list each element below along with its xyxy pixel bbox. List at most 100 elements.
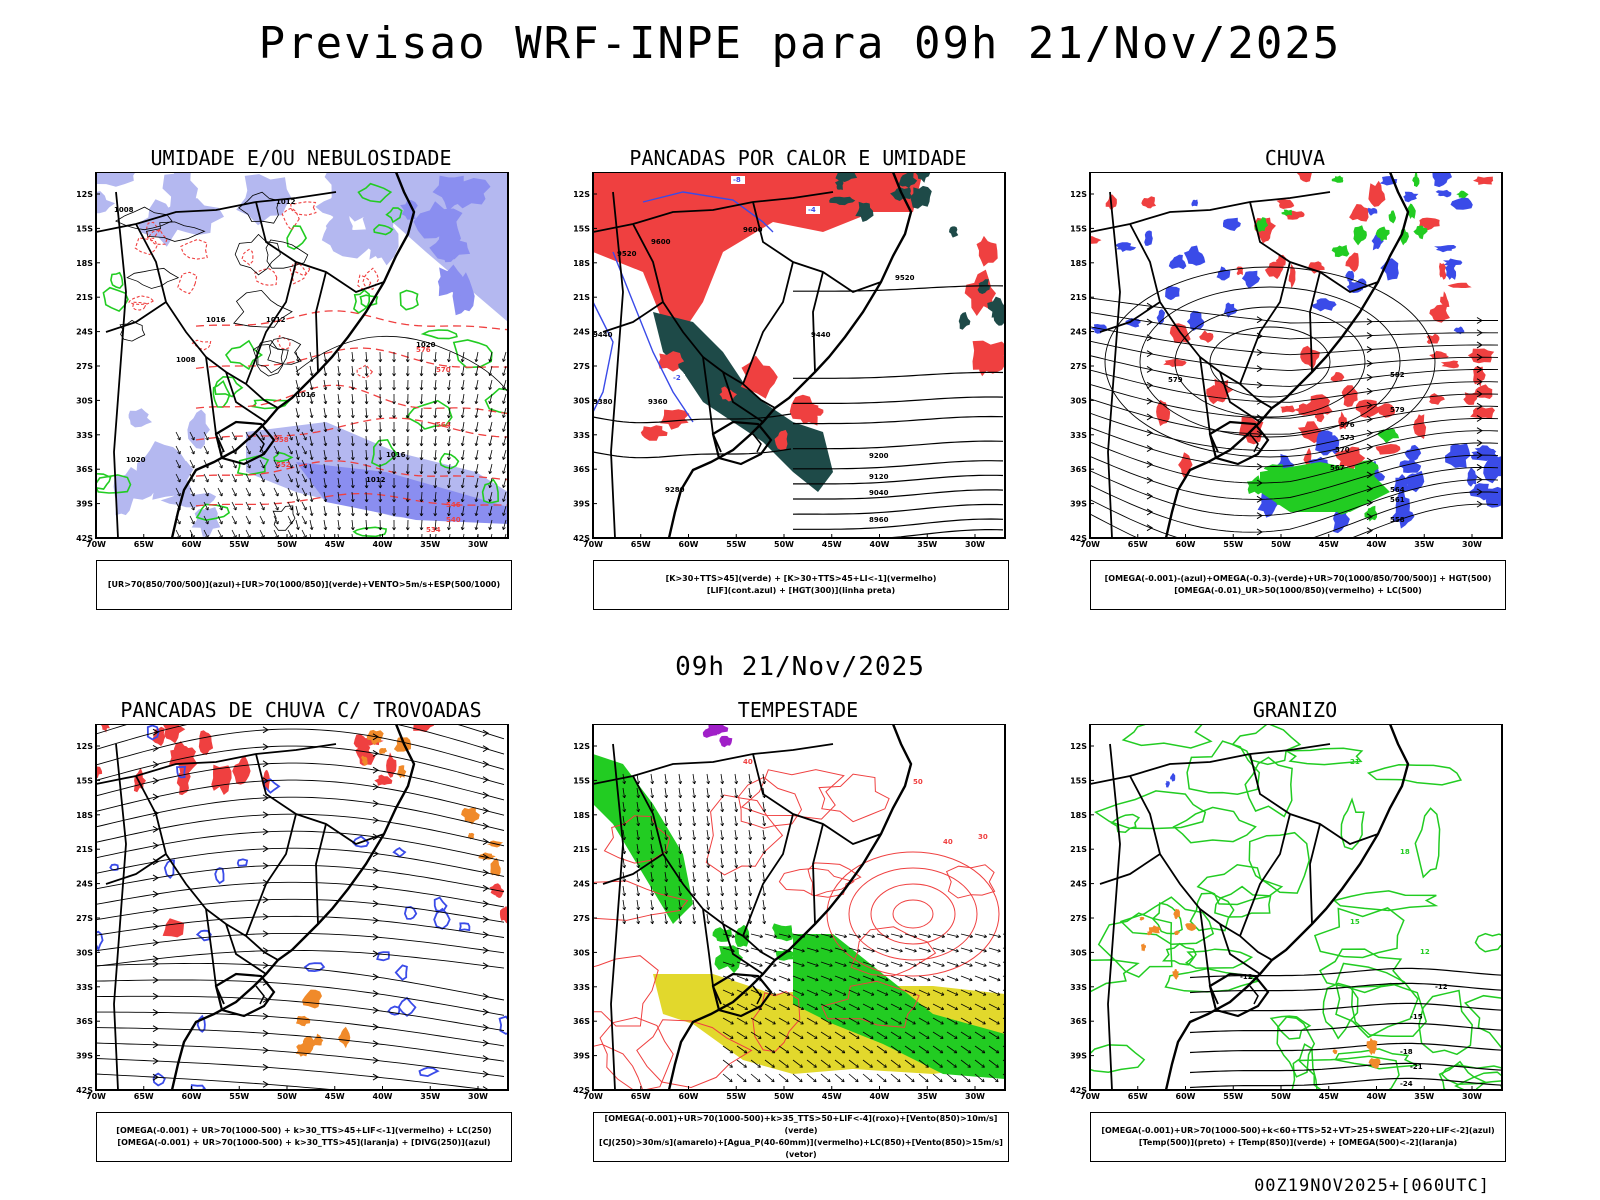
instability-fill — [829, 196, 856, 206]
wind-vector — [806, 1073, 817, 1083]
wind-vector — [762, 780, 767, 785]
wind-vector — [983, 963, 987, 967]
divergence-contour — [195, 929, 212, 942]
wind-vector — [692, 885, 695, 896]
wind-vector — [876, 1045, 888, 1054]
height-contour — [793, 285, 1004, 292]
streamline-arrow — [372, 783, 379, 791]
rain-fill — [1334, 446, 1366, 471]
contour-label: 558 — [1390, 516, 1405, 524]
wind-vector — [191, 464, 195, 469]
wind-vector — [636, 892, 641, 897]
thunder-fill — [302, 989, 322, 1009]
humidity-contour-green — [212, 380, 231, 408]
wind-vector — [862, 961, 875, 967]
rain-fill — [1296, 172, 1313, 183]
wind-vector — [474, 456, 479, 461]
border-line — [315, 823, 327, 925]
streamline — [96, 779, 505, 816]
pressure-contour — [267, 337, 302, 365]
wind-vector — [678, 913, 681, 924]
wind-vector — [217, 529, 223, 538]
wind-vector — [303, 436, 307, 441]
wind-vector — [1010, 1021, 1013, 1024]
map-umidade: 1008101210161020101610121008102010161012… — [76, 172, 509, 549]
wind-vector — [927, 948, 931, 953]
contour-label: 9600 — [651, 238, 671, 246]
wind-vector — [750, 933, 763, 938]
divergence-contour — [146, 724, 160, 741]
legend-box: [OMEGA(-0.001)+UR>70(1000-500)+k<60+TTS>… — [1090, 1112, 1506, 1162]
lat-label: 24S — [76, 880, 93, 889]
wind-vector — [337, 386, 341, 391]
lat-label: 36S — [573, 465, 590, 474]
wind-vector — [247, 478, 251, 483]
streamline — [96, 1073, 342, 1090]
lat-label: 21S — [1070, 845, 1087, 854]
temperature-850-contour — [1094, 790, 1207, 830]
wind-vector — [764, 1017, 776, 1025]
wind-vector — [940, 1021, 944, 1025]
streamline-arrow — [372, 900, 379, 908]
streamline-arrow — [152, 1025, 159, 1033]
wind-vector — [764, 1031, 776, 1039]
height-contour — [793, 474, 1004, 485]
wind-vector — [259, 501, 265, 511]
border-line — [722, 923, 764, 975]
streamline-arrow — [152, 744, 159, 752]
wind-vector — [309, 386, 314, 391]
wind-vector — [650, 871, 653, 882]
wind-vector — [834, 989, 847, 996]
lon-label: 35W — [1414, 1092, 1434, 1101]
temperature-500-contour — [1189, 1022, 1502, 1034]
water-contour — [945, 864, 996, 899]
uruguay-outline — [1208, 420, 1270, 466]
wind-vector — [692, 794, 697, 799]
wind-vector — [729, 1078, 733, 1083]
streamline-arrow — [1366, 373, 1373, 381]
divergence-contour — [96, 930, 104, 952]
lon-label: 50W — [774, 1092, 794, 1101]
wind-vector — [806, 947, 819, 952]
wind-vector — [323, 351, 327, 362]
thunder-fill — [413, 724, 435, 733]
wind-vector — [773, 977, 777, 982]
lon-label: 60W — [679, 540, 699, 549]
wind-vector — [247, 450, 251, 455]
panel-title: PANCADAS POR CALOR E UMIDADE — [629, 146, 967, 170]
wind-vector — [778, 975, 791, 981]
temperature-850-contour — [1418, 989, 1473, 1056]
wind-vector — [323, 484, 328, 489]
thunder-fill — [211, 764, 232, 795]
wind-vector — [960, 1073, 971, 1083]
wind-vector — [433, 485, 438, 489]
wind-vector — [419, 499, 424, 503]
wind-vector — [622, 780, 627, 785]
wind-vector — [448, 421, 451, 432]
wind-vector — [890, 1003, 902, 1010]
wind-vector — [967, 1064, 971, 1068]
streamline-arrow — [1256, 463, 1263, 471]
wind-vector — [855, 1064, 859, 1068]
lon-label: 65W — [1128, 540, 1148, 549]
wind-vector — [954, 1021, 958, 1025]
wind-vector — [475, 491, 479, 502]
wind-vector — [762, 899, 765, 910]
lat-label: 39S — [76, 1052, 93, 1061]
wind-vector — [890, 989, 903, 996]
wind-vector — [287, 431, 293, 441]
wind-vector — [883, 1049, 888, 1054]
border-line — [742, 383, 776, 409]
map-frame: 1008101210161020101610121008102010161012… — [96, 172, 508, 538]
wind-vector — [419, 527, 424, 531]
wind-vector — [904, 1059, 915, 1068]
wind-vector — [475, 435, 479, 446]
wind-vector — [273, 529, 279, 538]
streamline-arrow — [482, 1008, 489, 1016]
wind-vector — [419, 513, 424, 517]
wind-vector — [474, 400, 479, 405]
lagoon-outline — [1249, 985, 1259, 1005]
wind-vector — [622, 857, 625, 868]
wind-vector — [720, 822, 725, 827]
streamline-arrow — [152, 955, 159, 963]
